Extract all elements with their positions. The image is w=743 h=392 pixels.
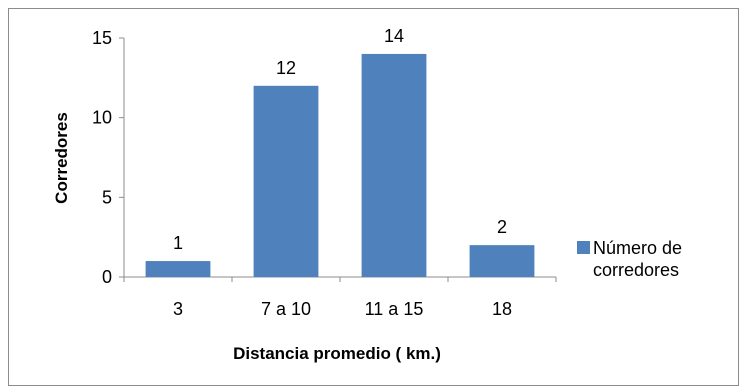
bar-data-label: 1 (173, 233, 183, 253)
legend-line-2: corredores (593, 260, 679, 280)
legend-swatch (577, 241, 590, 254)
y-tick-label: 0 (102, 267, 112, 287)
y-tick-label: 5 (102, 187, 112, 207)
legend: Número de corredores (577, 238, 682, 280)
y-ticks: 0 5 10 15 (92, 28, 124, 287)
bar-data-label: 2 (497, 217, 507, 237)
y-tick-label: 15 (92, 28, 112, 48)
bar-data-label: 14 (384, 26, 404, 46)
legend-line-1: Número de (593, 238, 682, 258)
bars (145, 53, 535, 277)
y-tick-label: 10 (92, 108, 112, 128)
x-axis-title: Distancia promedio ( km.) (233, 344, 441, 363)
x-tick-label: 3 (173, 299, 183, 319)
bar (253, 85, 319, 277)
bar (469, 245, 535, 277)
bar (361, 53, 427, 277)
data-labels: 1 12 14 2 (173, 26, 507, 253)
x-ticks: 3 7 a 10 11 a 15 18 (123, 277, 557, 319)
y-axis-title: Corredores (52, 112, 71, 204)
bar (145, 261, 211, 277)
x-tick-label: 11 a 15 (365, 299, 424, 319)
axes (123, 38, 556, 278)
x-tick-label: 18 (492, 299, 512, 319)
bar-data-label: 12 (276, 58, 296, 78)
x-tick-label: 7 a 10 (261, 299, 311, 319)
